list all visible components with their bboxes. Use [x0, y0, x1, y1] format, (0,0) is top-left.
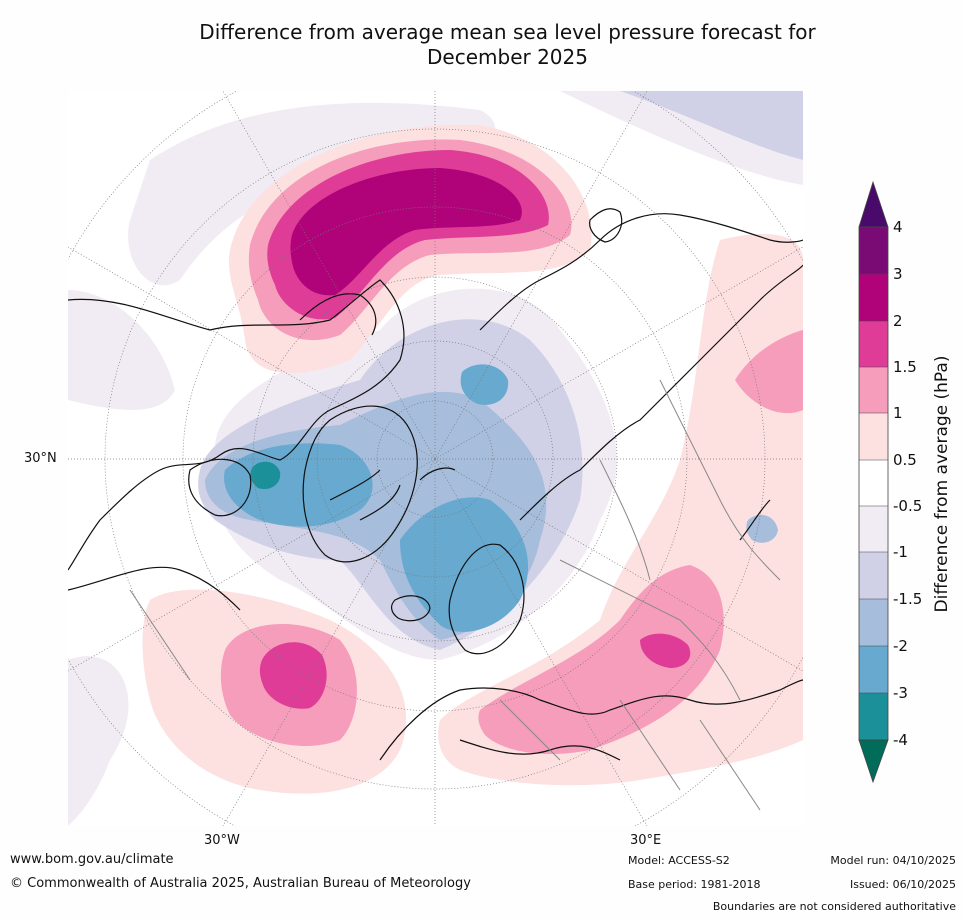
colorbar-band-neg1-neg15: [859, 552, 888, 599]
issued-text: Issued: 06/10/2025: [849, 878, 956, 891]
coastline-east-siberia: [479, 213, 803, 331]
coastline-greenland: [302, 405, 418, 563]
colorbar-band-neg15-neg2: [859, 599, 888, 646]
graticule: [68, 91, 803, 826]
lon-label-30e: 30°E: [630, 833, 662, 848]
anomaly-contour-neg3-canada: [250, 461, 281, 490]
model-run-text: Model run: 04/10/2025: [830, 854, 956, 867]
disclaimer-text: Boundaries are not considered authoritat…: [712, 900, 956, 913]
coastline-north-america: [68, 279, 405, 571]
coastline-arctic-islands: [329, 467, 456, 521]
colorbar-tick: -2: [893, 637, 908, 655]
coastline-japan: [739, 499, 771, 541]
coastline-scandinavia: [448, 543, 525, 655]
colorbar-tick: -3: [893, 684, 908, 702]
colorbar: [858, 180, 889, 784]
colorbar-tick: -0.5: [893, 497, 923, 515]
colorbar-tick: 2: [893, 312, 903, 330]
colorbar-band-neutral: [859, 460, 888, 506]
colorbar-band-1-15: [859, 367, 888, 413]
anomaly-contour-pos1-eurasia: [478, 565, 724, 755]
colorbar-tick: 1.5: [893, 358, 917, 376]
chart-title: Difference from average mean sea level p…: [0, 20, 965, 70]
colorbar-extend-below: [858, 739, 889, 784]
colorbar-band-05-1: [859, 413, 888, 460]
colorbar-band-neg2-neg3: [859, 646, 888, 693]
title-line-1: Difference from average mean sea level p…: [199, 20, 816, 44]
colorbar-extend-above: [858, 180, 889, 228]
website-link[interactable]: www.bom.gov.au/climate: [10, 852, 174, 867]
copyright-text: © Commonwealth of Australia 2025, Austra…: [10, 876, 471, 891]
anomaly-contour-pos1-east-asia: [735, 330, 803, 414]
colorbar-band-3-4: [859, 227, 888, 274]
colorbar-tick: 4: [893, 218, 903, 236]
colorbar-tick: 3: [893, 265, 903, 283]
coastline-kamchatka: [589, 208, 623, 243]
model-text: Model: ACCESS-S2: [628, 854, 730, 867]
colorbar-tick: -1.5: [893, 590, 923, 608]
colorbar-tick: -1: [893, 543, 908, 561]
anomaly-contour-neg05-ne-outer: [560, 91, 803, 185]
base-period-text: Base period: 1981-2018: [628, 878, 761, 891]
colorbar-tick: 0.5: [893, 451, 917, 469]
colorbar-band-15-2: [859, 321, 888, 367]
coastline-alaska: [299, 293, 377, 336]
anomaly-contour-pos2-pacific: [290, 168, 522, 296]
anomaly-contour-pos15-atlantic: [259, 642, 327, 709]
colorbar-band-neg05-neg1: [859, 506, 888, 552]
anomaly-contour-neg05-southwest: [68, 656, 129, 826]
anomaly-contour-neg05-west: [68, 290, 175, 410]
coastline-eastern-canada: [68, 566, 241, 611]
coastline-europe: [379, 679, 803, 761]
anomaly-contour-neg05-northeast: [620, 91, 803, 160]
colorbar-tick: -4: [893, 731, 908, 749]
anomaly-contour-neg-japan: [746, 514, 778, 543]
colorbar-band-neg3-neg4: [859, 693, 888, 740]
country-borders: [129, 379, 781, 811]
map-area: [68, 91, 803, 826]
anomaly-contour-pos15-central-asia: [640, 633, 691, 668]
colorbar-outline: [858, 226, 889, 741]
coastline-arctic-russia: [519, 264, 803, 521]
lon-label-30w: 30°W: [204, 833, 240, 848]
coastlines: [68, 208, 803, 761]
colorbar-tick: 1: [893, 404, 903, 422]
coastline-hudson-bay: [188, 458, 252, 517]
anomaly-contour-neg2-siberia: [460, 364, 509, 405]
coastline-iceland: [391, 595, 431, 622]
lat-label-30n: 30°N: [24, 451, 57, 466]
colorbar-band-2-3: [859, 274, 888, 321]
title-line-2: December 2025: [427, 45, 588, 69]
legend-title: Difference from average (hPa): [932, 355, 952, 613]
